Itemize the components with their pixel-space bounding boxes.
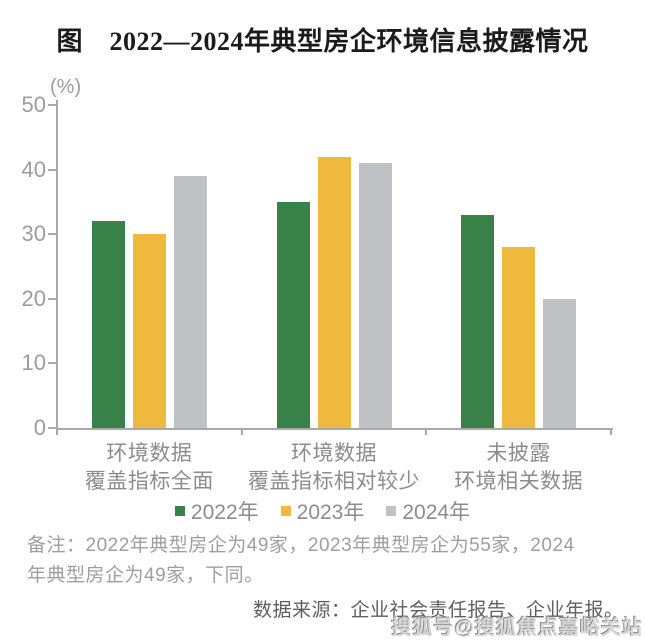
chart-legend: 2022年 2023年 2024年 — [0, 497, 645, 525]
y-tick — [48, 297, 56, 300]
x-axis-line — [56, 428, 613, 430]
y-tick-label: 50 — [21, 92, 46, 117]
bar-2022年-group2 — [276, 201, 310, 428]
legend-label: 2023年 — [296, 501, 365, 524]
legend-item-2024年: 2024年 — [386, 496, 470, 526]
bar-2024年-group3 — [543, 298, 577, 428]
y-tick-label: 40 — [21, 156, 46, 182]
legend-label: 2022年 — [190, 501, 259, 524]
x-tick — [56, 428, 58, 435]
legend-label: 2024年 — [402, 501, 471, 524]
bar-2023年-group2 — [317, 156, 351, 428]
bar-2023年-group3 — [502, 247, 536, 428]
y-axis-line — [56, 100, 58, 430]
y-tick-label: 0 — [33, 415, 46, 440]
chart-title: 图 2022—2024年典型房企环境信息披露情况 — [56, 27, 589, 56]
y-tick — [48, 104, 56, 106]
y-tick — [48, 362, 56, 365]
x-category-label-line: 环境数据 — [291, 442, 377, 465]
y-tick-label: 10 — [21, 350, 46, 376]
x-category-label: 环境数据覆盖指标相对较少 — [224, 440, 444, 496]
bar-2024年-group2 — [358, 163, 392, 428]
source-text: 数据来源：企业社会责任报告、企业年报。 — [253, 600, 624, 621]
bar-2023年-group1 — [132, 234, 166, 428]
note-line-2: 年典型房企为49家，下同。 — [27, 565, 264, 586]
x-tick — [610, 428, 612, 435]
y-tick-label: 20 — [21, 285, 46, 311]
x-category-label-line: 覆盖指标相对较少 — [248, 470, 420, 493]
bar-2022年-group1 — [91, 221, 125, 428]
x-category-label-line: 环境数据 — [106, 442, 193, 465]
x-category-label-line: 覆盖指标全面 — [84, 470, 214, 493]
y-axis-unit-label: (%) — [50, 76, 82, 98]
legend-item-2023年: 2023年 — [280, 496, 365, 526]
legend-swatch-icon — [280, 506, 291, 516]
note-text: 备注：2022年典型房企为49家，2023年典型房企为55家，2024 年典型房企… — [27, 531, 575, 591]
y-tick — [48, 233, 56, 236]
bar-2024年-group1 — [173, 176, 207, 428]
x-category-label: 环境数据覆盖指标全面 — [39, 440, 259, 496]
legend-swatch-icon — [174, 506, 185, 516]
x-category-label-line: 未披露 — [486, 442, 551, 465]
y-tick-label: 30 — [21, 221, 46, 247]
x-tick — [425, 428, 428, 435]
x-category-label: 未披露 环境相关数据 — [409, 440, 629, 496]
y-tick — [48, 427, 56, 429]
bar-2022年-group3 — [461, 214, 495, 428]
x-tick — [240, 428, 243, 435]
x-category-label-line: 环境相关数据 — [454, 470, 584, 493]
watermark: 搜狐号@搜狐焦点嘉峪关站 — [391, 617, 643, 639]
legend-item-2022年: 2022年 — [174, 496, 259, 526]
legend-swatch-icon — [386, 506, 397, 516]
y-tick — [48, 168, 56, 171]
note-line-1: 备注：2022年典型房企为49家，2023年典型房企为55家，2024 — [27, 535, 575, 556]
